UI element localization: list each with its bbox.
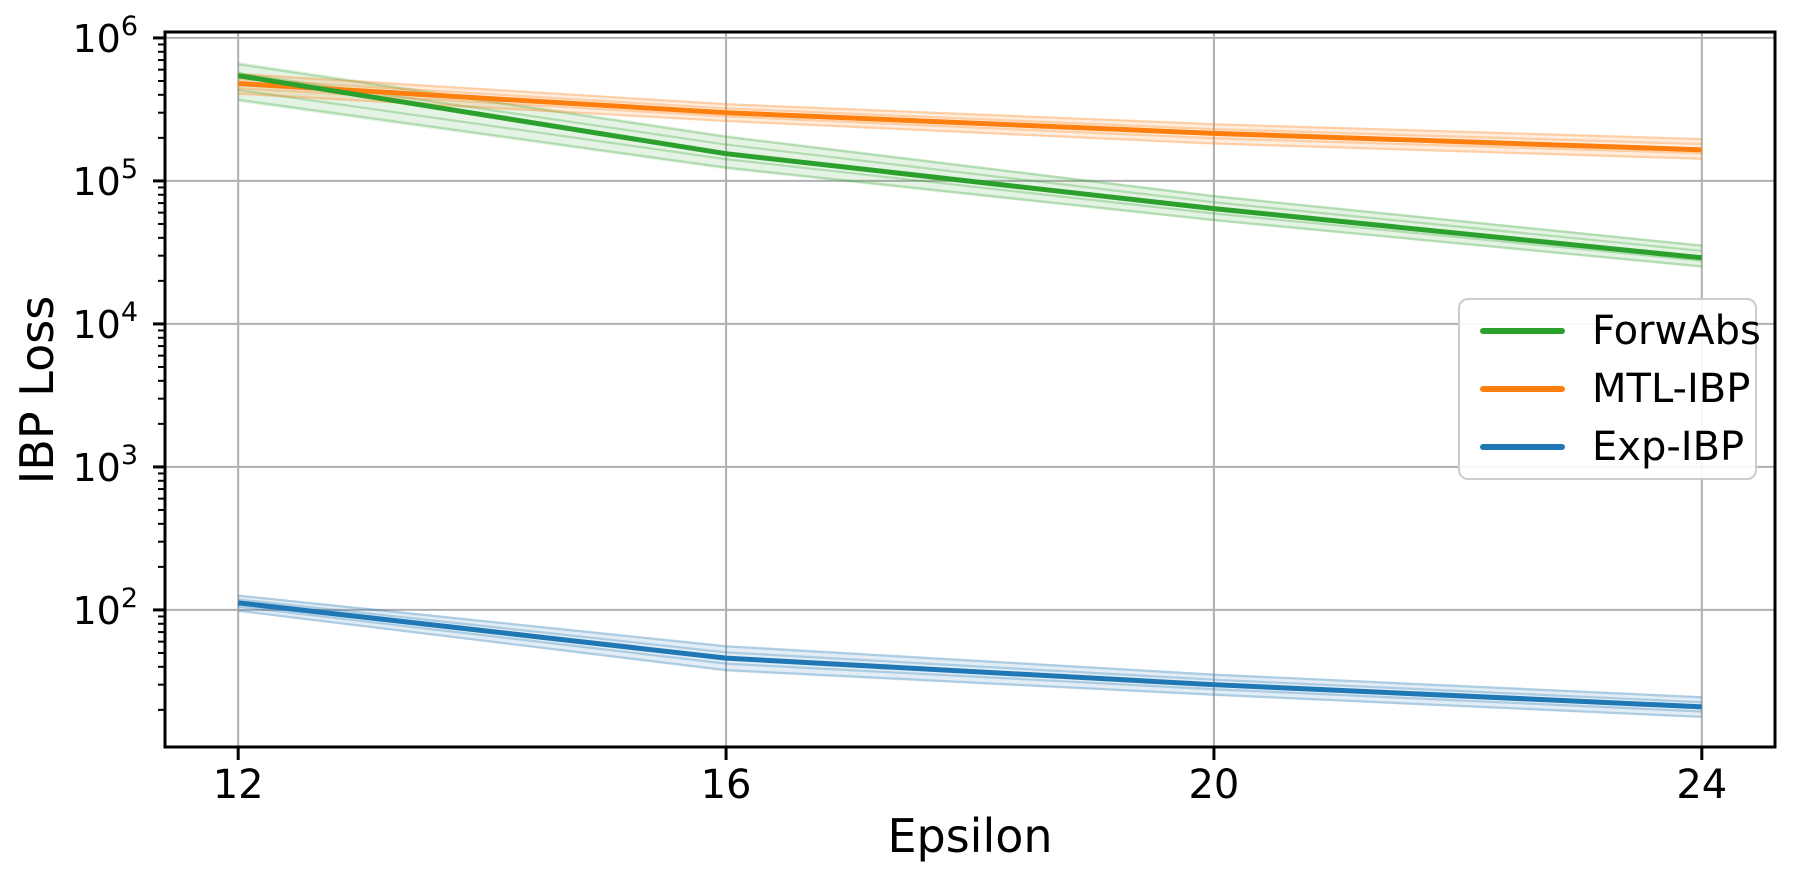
run-line-Exp-IBP <box>238 605 1702 713</box>
series-line-Exp-IBP <box>237 600 1702 710</box>
run-line-MTL-IBP <box>238 87 1702 155</box>
run-line-ForwAbs <box>238 72 1702 253</box>
run-line-Exp-IBP <box>238 594 1702 699</box>
y-tick-label: 105 <box>72 154 138 204</box>
legend-item-exp-ibp: Exp-IBP <box>1480 425 1755 469</box>
legend-line-swatch-mtl-ibp <box>1480 386 1565 392</box>
run-line-Exp-IBP <box>238 609 1702 718</box>
axes-frame <box>163 30 1777 749</box>
legend-label-exp-ibp: Exp-IBP <box>1592 424 1745 470</box>
x-tick-label: 16 <box>701 762 752 808</box>
y-tick-label: 103 <box>72 440 138 490</box>
legend-item-forwabs: ForwAbs <box>1480 309 1761 353</box>
series-line-ForwAbs <box>237 73 1703 261</box>
x-tick-label: 12 <box>213 762 264 808</box>
confidence-band-Exp-IBP <box>238 594 1702 719</box>
y-axis-label: IBP Loss <box>10 295 64 485</box>
legend-label-forwabs: ForwAbs <box>1592 308 1761 354</box>
legend-label-mtl-ibp: MTL-IBP <box>1592 366 1751 412</box>
x-axis-label: Epsilon <box>887 809 1053 863</box>
run-line-MTL-IBP <box>238 73 1702 141</box>
legend: ForwAbs MTL-IBP Exp-IBP <box>1458 298 1761 480</box>
run-line-MTL-IBP <box>238 92 1702 160</box>
x-tick-label: 20 <box>1188 762 1239 808</box>
run-line-MTL-IBP <box>238 77 1702 146</box>
run-line-ForwAbs <box>238 63 1702 247</box>
y-tick-label: 106 <box>72 11 138 61</box>
run-line-ForwAbs <box>238 88 1702 262</box>
legend-line-swatch-forwabs <box>1480 328 1565 334</box>
run-line-ForwAbs <box>238 98 1702 268</box>
y-tick-label: 102 <box>72 583 138 633</box>
legend-line-swatch-exp-ibp <box>1480 444 1565 450</box>
x-tick-label: 24 <box>1676 762 1727 808</box>
run-line-Exp-IBP <box>238 598 1702 704</box>
series-line-MTL-IBP <box>238 81 1702 153</box>
y-tick-label: 104 <box>72 297 138 347</box>
legend-item-mtl-ibp: MTL-IBP <box>1480 367 1755 411</box>
confidence-band-ForwAbs <box>238 61 1702 268</box>
